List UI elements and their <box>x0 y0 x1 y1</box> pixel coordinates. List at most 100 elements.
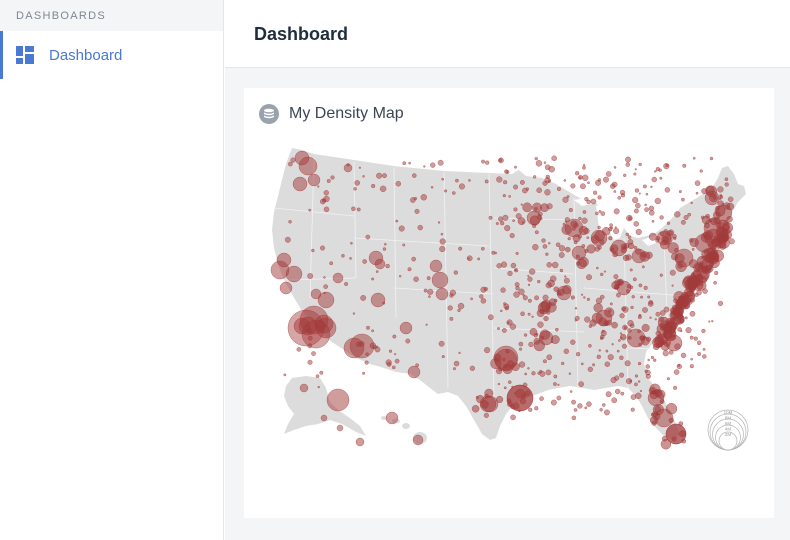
density-bubble <box>394 353 397 356</box>
density-bubble <box>658 168 662 172</box>
density-bubble <box>634 188 640 193</box>
density-bubble <box>279 281 293 295</box>
sidebar-item-dashboard[interactable]: Dashboard <box>0 31 223 79</box>
density-bubble <box>514 268 519 273</box>
density-bubble <box>332 272 344 284</box>
density-bubble <box>619 189 626 196</box>
density-bubble <box>540 299 552 311</box>
density-bubble <box>659 310 666 316</box>
density-bubble <box>587 181 590 185</box>
density-bubble <box>622 254 630 262</box>
density-bubble <box>694 180 701 186</box>
density-bubble <box>518 341 524 347</box>
density-bubble <box>522 202 533 213</box>
density-bubble <box>680 352 687 359</box>
density-bubble <box>533 338 541 345</box>
density-bubble <box>582 165 586 170</box>
density-bubble <box>468 179 471 182</box>
density-bubble <box>717 200 724 207</box>
density-bubble <box>563 348 570 355</box>
density-bubble <box>414 208 420 214</box>
density-bubble <box>509 233 515 239</box>
density-bubble <box>507 270 513 277</box>
database-icon <box>259 104 279 124</box>
density-bubble <box>651 219 655 223</box>
density-bubble <box>546 262 553 268</box>
density-bubble <box>370 292 386 308</box>
density-bubble <box>544 189 551 196</box>
density-bubble <box>575 254 580 259</box>
density-bubble <box>392 334 397 339</box>
density-bubble <box>629 379 633 383</box>
density-bubble <box>619 332 623 335</box>
density-bubble <box>499 220 505 226</box>
density-bubble <box>453 270 459 275</box>
density-bubble <box>635 228 642 236</box>
density-bubble <box>519 179 525 185</box>
density-bubble <box>619 333 627 341</box>
density-bubble <box>629 323 635 328</box>
density-bubble <box>638 313 642 317</box>
density-bubble <box>578 216 582 221</box>
density-bubble <box>553 374 558 379</box>
density-bubble <box>687 212 692 217</box>
density-bubble <box>398 225 405 232</box>
density-bubble <box>727 196 734 203</box>
density-bubble <box>563 277 570 284</box>
density-bubble <box>534 406 539 411</box>
density-bubble <box>484 179 489 184</box>
card-header: My Density Map <box>244 88 774 124</box>
density-bubble <box>371 277 375 281</box>
density-bubble <box>654 318 657 321</box>
density-bubble <box>595 211 599 216</box>
density-bubble <box>689 259 698 269</box>
density-bubble <box>575 352 581 357</box>
density-bubble <box>562 196 569 203</box>
density-bubble <box>633 208 639 214</box>
density-bubble <box>581 174 589 182</box>
density-bubble <box>613 208 620 215</box>
density-bubble <box>597 178 602 182</box>
density-bubble <box>699 169 703 173</box>
density-bubble <box>662 235 670 243</box>
density-bubble <box>501 328 507 333</box>
density-bubble <box>681 197 685 202</box>
density-bubble <box>500 287 506 293</box>
density-bubble <box>635 202 641 209</box>
density-bubble <box>674 211 681 218</box>
density-bubble <box>351 206 356 212</box>
density-bubble <box>561 224 572 235</box>
density-bubble <box>381 173 387 179</box>
density-bubble <box>620 391 625 396</box>
density-bubble <box>453 360 460 367</box>
density-bubble <box>534 156 538 161</box>
density-bubble <box>308 208 312 212</box>
density-bubble <box>527 298 532 303</box>
density-bubble <box>641 265 645 269</box>
density-bubble <box>581 244 586 248</box>
density-bubble <box>500 261 508 268</box>
density-bubble <box>600 272 604 277</box>
density-bubble <box>665 334 683 352</box>
density-bubbles <box>270 150 735 450</box>
density-bubble <box>317 385 320 389</box>
density-bubble <box>509 323 517 330</box>
legend-circle <box>718 431 738 451</box>
density-bubble <box>667 229 675 236</box>
density-bubble <box>520 203 523 206</box>
density-bubble <box>426 276 431 281</box>
density-bubble <box>503 386 507 390</box>
density-bubble <box>371 183 376 189</box>
density-bubble <box>296 347 302 352</box>
density-bubble <box>431 271 449 289</box>
density-bubble <box>655 311 661 317</box>
density-bubble <box>605 391 612 398</box>
density-bubble <box>388 349 393 353</box>
density-bubble <box>285 265 303 283</box>
density-bubble <box>666 221 671 225</box>
density-bubble <box>487 314 494 321</box>
density-bubble <box>449 289 457 296</box>
density-bubble <box>651 420 657 426</box>
density-bubble <box>701 249 711 259</box>
